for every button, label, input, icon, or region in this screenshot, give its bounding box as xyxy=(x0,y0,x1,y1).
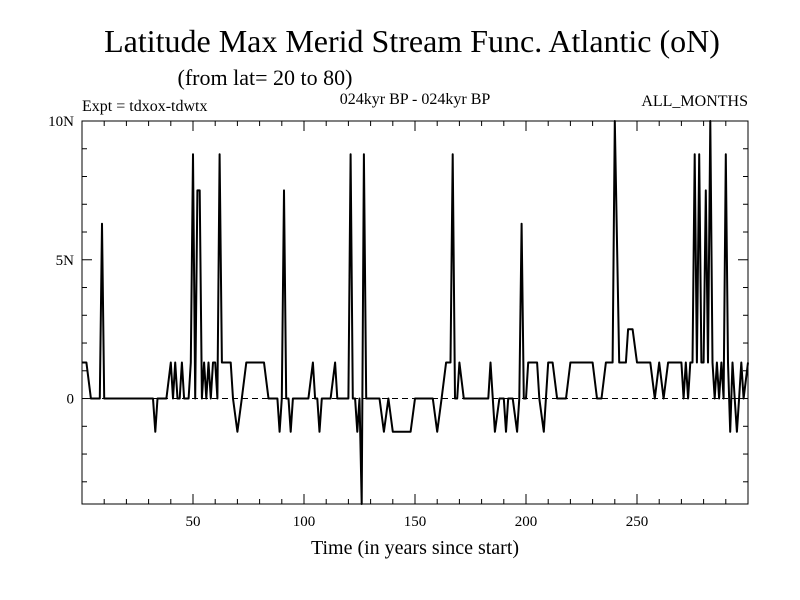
y-tick-label: 0 xyxy=(67,392,75,408)
x-tick-label: 250 xyxy=(626,514,649,530)
y-tick-label: 10N xyxy=(48,114,74,130)
chart-title: Latitude Max Merid Stream Func. Atlantic… xyxy=(104,23,720,59)
x-tick-label: 200 xyxy=(515,514,538,530)
x-axis-label: Time (in years since start) xyxy=(311,537,519,559)
x-tick-label: 50 xyxy=(186,514,201,530)
period-label: 024kyr BP - 024kyr BP xyxy=(340,91,491,108)
experiment-label: Expt = tdxox-tdwtx xyxy=(82,98,207,115)
x-tick-label: 100 xyxy=(293,514,316,530)
plot-area: 50 100 150 200 250 0 5N 10N xyxy=(48,114,749,530)
series-line-max_lat xyxy=(82,120,749,505)
x-tick-label: 150 xyxy=(404,514,427,530)
chart-subtitle: (from lat= 20 to 80) xyxy=(178,65,353,90)
months-label: ALL_MONTHS xyxy=(641,93,748,110)
y-tick-label: 5N xyxy=(56,253,75,269)
plot-frame xyxy=(81,120,749,505)
